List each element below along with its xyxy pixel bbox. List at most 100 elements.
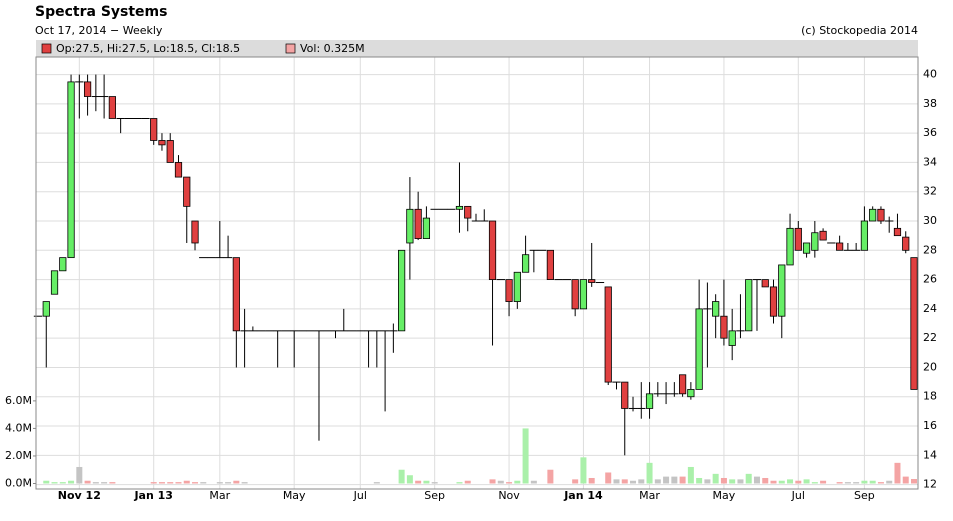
x-tick-label: Sep	[854, 489, 875, 502]
volume-bar	[778, 480, 785, 484]
x-tick-label: Mar	[209, 489, 230, 502]
volume-bar	[175, 482, 182, 484]
volume-bar	[762, 477, 769, 484]
candle-body	[513, 271, 521, 302]
x-tick-label: May	[713, 489, 736, 502]
candle-body	[604, 286, 612, 383]
volume-bar	[770, 480, 777, 484]
x-tick-label: Jan 13	[133, 489, 172, 502]
volume-bar	[787, 479, 794, 484]
legend-swatch	[285, 43, 296, 54]
y-tick-label: 34	[923, 155, 937, 168]
candle-body	[836, 242, 844, 251]
legend-bar	[36, 40, 918, 57]
volume-tick-label: 2.0M	[5, 449, 32, 462]
legend-price: Op:27.5, Hi:27.5, Lo:18.5, Cl:18.5	[56, 42, 240, 55]
x-tick-label: Jul	[353, 489, 367, 502]
volume-bar	[572, 479, 579, 484]
candle-body	[794, 227, 802, 251]
candle-body	[712, 301, 720, 317]
x-tick-label: Nov	[498, 489, 520, 502]
candle-body	[877, 208, 885, 222]
volume-bar	[51, 482, 58, 484]
candle-body	[910, 257, 918, 390]
candle-body	[108, 96, 116, 119]
candle-body	[687, 389, 695, 398]
candle-body	[679, 374, 687, 395]
volume-bar	[158, 482, 165, 484]
candle-body	[414, 208, 422, 239]
candle-body	[728, 330, 736, 346]
volume-bar	[820, 480, 827, 484]
volume-bar	[911, 479, 917, 484]
y-tick-label: 16	[923, 419, 937, 432]
volume-bar	[836, 482, 843, 484]
volume-bar	[101, 482, 108, 484]
candle-body	[521, 254, 530, 273]
candle-body	[150, 118, 158, 141]
volume-bar	[869, 480, 876, 484]
y-tick-label: 22	[923, 331, 937, 344]
volume-bar	[687, 466, 694, 484]
volume-bar	[431, 482, 438, 484]
volume-bar	[456, 482, 463, 484]
candle-body	[546, 249, 554, 280]
candle-body	[191, 220, 199, 244]
candle-body	[464, 205, 472, 219]
y-tick-label: 30	[923, 214, 937, 227]
candle-body	[588, 279, 596, 283]
candle-body	[406, 208, 414, 244]
volume-bar	[530, 480, 537, 484]
volume-bar	[241, 482, 248, 484]
candle-body	[769, 286, 778, 317]
volume-bar	[84, 480, 91, 484]
volume-bar	[712, 473, 719, 484]
volume-bar	[853, 482, 860, 484]
volume-bar	[423, 480, 430, 484]
volume-bar	[671, 476, 678, 484]
volume-bar	[68, 480, 75, 484]
volume-bar	[613, 479, 620, 484]
volume-bar	[720, 477, 727, 484]
candle-body	[778, 264, 786, 317]
y-tick-label: 40	[923, 68, 937, 81]
volume-bar	[109, 482, 116, 484]
axis-labels: 12 14 16 18 20 22 24 26 28 30 32 34 36 38 40 0.0M 2.0M 4.…	[5, 68, 937, 502]
candle-body	[745, 279, 753, 332]
volume-tick-label: 6.0M	[5, 394, 32, 407]
y-tick-label: 26	[923, 273, 937, 286]
volume-bar	[638, 479, 645, 484]
volume-bar	[59, 482, 66, 484]
y-tick-label: 18	[923, 390, 937, 403]
x-tick-label: Nov 12	[58, 489, 101, 502]
y-tick-label: 38	[923, 97, 937, 110]
x-tick-label: Jan 14	[563, 489, 603, 502]
legend-swatch	[41, 43, 52, 54]
candle-body	[720, 315, 728, 339]
volume-bar	[398, 469, 405, 484]
y-tick-label: 24	[923, 302, 937, 315]
candle-body	[166, 140, 174, 163]
volume-bar	[630, 480, 637, 484]
volume-bar	[704, 479, 711, 484]
volume-bar	[886, 480, 893, 484]
volume-bar	[522, 428, 529, 484]
volume-bar	[167, 482, 174, 484]
volume-bar	[663, 476, 670, 484]
volume-bar	[894, 462, 901, 484]
volume-bar	[225, 482, 232, 484]
volume-bar	[745, 473, 752, 484]
candle-body	[695, 308, 703, 390]
chart-title: Spectra Systems	[35, 4, 167, 20]
y-tick-label: 36	[923, 126, 937, 139]
volume-bar	[646, 462, 653, 484]
volume-bar	[902, 476, 909, 484]
volume-bar	[406, 475, 413, 484]
source: (c) Stockopedia 2014	[801, 24, 918, 37]
volume-bar	[464, 480, 471, 484]
volume-bar	[233, 480, 240, 484]
volume-bar	[679, 476, 686, 484]
candle-body	[505, 279, 513, 302]
candle-body	[902, 236, 910, 251]
